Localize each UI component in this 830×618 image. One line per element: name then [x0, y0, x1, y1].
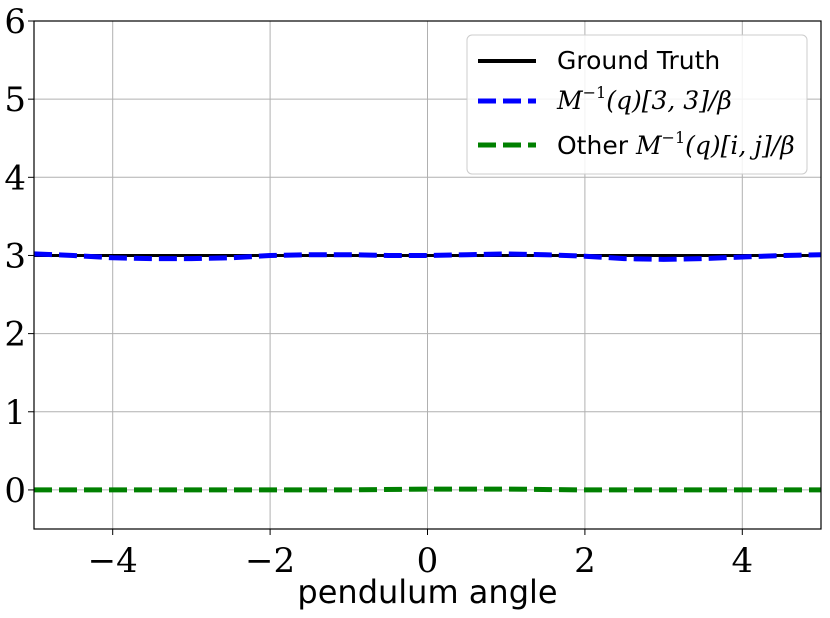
y-tick-label: 5: [4, 80, 26, 120]
series-layer: [33, 251, 822, 493]
legend-label-blue: M−1(q)[3, 3]/β: [556, 83, 732, 115]
x-tick-label: 0: [417, 541, 439, 581]
y-tick-label: 0: [4, 471, 26, 511]
tick-labels: −4 −2 0 2 4 0 1 2 3 4 5 6: [4, 2, 753, 581]
legend-green-prefix: Other: [557, 131, 636, 160]
y-tick-label: 1: [4, 393, 26, 433]
legend: Ground Truth M−1(q)[3, 3]/β Other M−1(q)…: [466, 34, 808, 175]
legend-blue-math: M: [556, 86, 584, 115]
y-tick-label: 6: [4, 2, 26, 42]
x-tick-label: −4: [88, 541, 138, 581]
legend-green-math: M: [635, 131, 663, 160]
legend-label-ground-truth: Ground Truth: [557, 46, 720, 75]
legend-label-green: Other M−1(q)[i, j]/β: [557, 128, 795, 160]
x-tick-label: 4: [731, 541, 753, 581]
x-tick-label: 2: [574, 541, 596, 581]
legend-blue-rest: (q)[3, 3]/β: [606, 86, 732, 115]
x-axis-title: pendulum angle: [297, 573, 557, 611]
legend-green-rest: (q)[i, j]/β: [685, 131, 795, 160]
y-tick-label: 4: [4, 158, 26, 198]
legend-box: [466, 34, 808, 175]
legend-blue-sup: −1: [583, 83, 607, 102]
y-tick-label: 3: [4, 236, 26, 276]
y-tick-label: 2: [4, 315, 26, 355]
x-tick-label: −2: [245, 541, 295, 581]
series-green: [34, 486, 821, 493]
series-blue: [33, 251, 822, 262]
legend-green-sup: −1: [662, 128, 686, 147]
